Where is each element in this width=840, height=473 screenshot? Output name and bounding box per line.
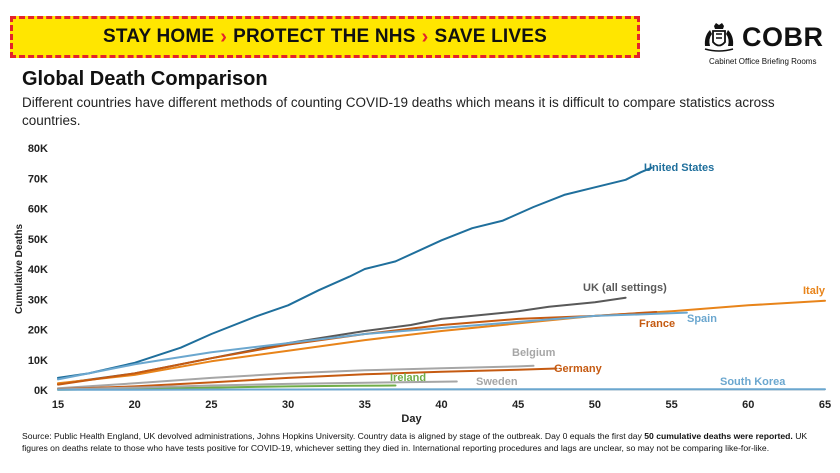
logo-name: COBR — [742, 22, 824, 52]
logo-subtitle: Cabinet Office Briefing Rooms — [709, 57, 817, 66]
y-tick-label: 60K — [28, 204, 48, 216]
series-line-spain — [57, 311, 688, 381]
series-label-germany: Germany — [554, 363, 603, 375]
slogan-save-lives: SAVE LIVES — [434, 26, 547, 47]
series-label-sweden: Sweden — [476, 376, 518, 388]
y-axis-title: Cumulative Deaths — [14, 224, 25, 314]
x-tick-label: 40 — [435, 399, 447, 411]
series-label-uk-all-settings: UK (all settings) — [583, 282, 667, 294]
x-tick-label: 30 — [282, 399, 294, 411]
series-line-italy — [57, 299, 826, 385]
page-subtitle: Different countries have different metho… — [22, 95, 775, 128]
x-tick-label: 25 — [205, 399, 217, 411]
y-tick-label: 10K — [28, 355, 48, 367]
slogan-banner: STAY HOME › PROTECT THE NHS › SAVE LIVES — [10, 16, 640, 58]
slogan-protect-nhs: PROTECT THE NHS — [233, 26, 416, 47]
x-tick-label: 50 — [589, 399, 601, 411]
source-text-1: Source: Public Health England, UK devolv… — [22, 431, 645, 441]
slogan-stay-home: STAY HOME — [103, 26, 215, 47]
series-label-united-states: United States — [644, 162, 714, 174]
x-tick-label: 45 — [512, 399, 524, 411]
source-text-bold: 50 cumulative deaths were reported. — [644, 431, 793, 441]
y-tick-label: 30K — [28, 294, 48, 306]
cobr-logo: COBR Cabinet Office Briefing Rooms — [702, 20, 832, 70]
series-line-united-states — [57, 166, 653, 379]
chevron-right-icon: › — [421, 25, 429, 48]
y-tick-label: 70K — [28, 173, 48, 185]
series-label-ireland: Ireland — [390, 372, 426, 384]
y-tick-label: 40K — [28, 264, 48, 276]
chevron-right-icon: › — [220, 25, 228, 48]
x-tick-label: 15 — [52, 399, 64, 411]
series-label-belgium: Belgium — [512, 347, 556, 359]
series-line-sweden — [57, 380, 458, 391]
royal-crest-icon — [704, 23, 734, 52]
x-tick-label: 65 — [819, 399, 831, 411]
y-tick-label: 80K — [28, 143, 48, 155]
series-line-germany — [57, 367, 558, 391]
x-tick-label: 60 — [742, 399, 754, 411]
x-tick-label: 35 — [359, 399, 371, 411]
y-tick-label: 50K — [28, 234, 48, 246]
x-tick-label: 55 — [665, 399, 677, 411]
source-text-2: UK figures on deaths relate to those who… — [22, 431, 808, 453]
death-comparison-chart: 15 20 25 30 35 40 45 50 55 60 65 0K 10K 20K 30K 40K 50K 6… — [14, 143, 831, 425]
series-line-south-korea — [57, 388, 826, 391]
series-label-france: France — [639, 318, 675, 330]
y-tick-label: 20K — [28, 325, 48, 337]
x-axis-title: Day — [401, 413, 422, 425]
series-label-spain: Spain — [687, 313, 717, 325]
series-label-south-korea: South Korea — [720, 376, 786, 388]
series-line-belgium — [57, 364, 535, 390]
series-label-italy: Italy — [803, 285, 826, 297]
source-note: Source: Public Health England, UK devolv… — [22, 431, 822, 454]
page-title: Global Death Comparison — [22, 68, 268, 90]
x-tick-label: 20 — [129, 399, 141, 411]
y-tick-label: 0K — [34, 385, 48, 397]
